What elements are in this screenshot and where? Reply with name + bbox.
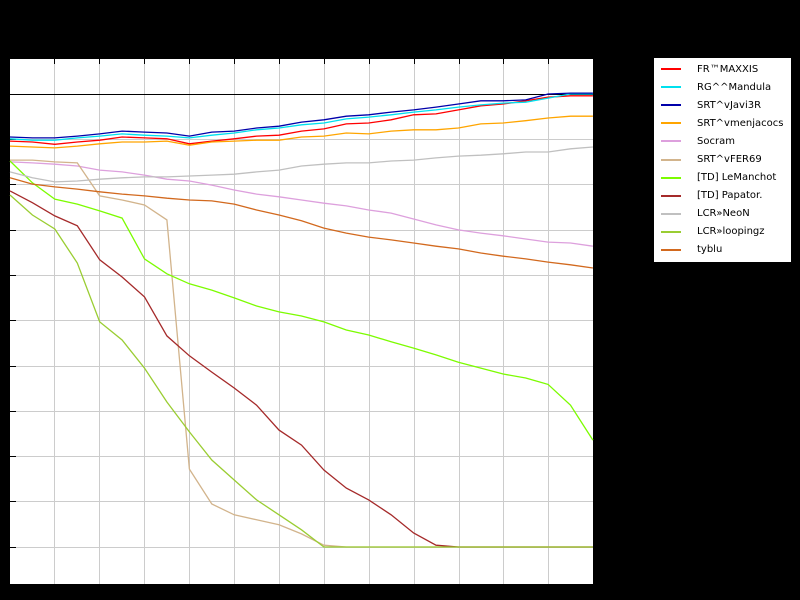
legend-swatch (661, 176, 681, 179)
legend-swatch (661, 122, 681, 125)
legend-label: SRT^vJavi3R (697, 99, 762, 111)
legend-swatch (661, 104, 681, 107)
legend-item: LCR»NeoN (654, 205, 791, 223)
legend-item: [TD] LeManchot (654, 169, 791, 187)
legend-label: Socram (697, 135, 735, 147)
legend-swatch (661, 158, 681, 161)
legend-label: [TD] Papator. (697, 190, 763, 202)
legend-item: Socram (654, 132, 791, 150)
legend-swatch (661, 230, 681, 233)
legend-item: FR™MAXXIS (654, 60, 791, 78)
gridlines (10, 59, 593, 584)
series-line (9, 95, 593, 145)
legend-swatch (661, 140, 681, 143)
legend-item: SRT^vFER69 (654, 150, 791, 168)
legend-item: LCR»loopingz (654, 223, 791, 241)
legend-label: LCR»loopingz (697, 226, 765, 238)
legend-label: SRT^vFER69 (697, 154, 762, 166)
series-line (9, 161, 593, 247)
series-lines (9, 92, 594, 548)
legend-item: SRT^vmenjacocs (654, 114, 791, 132)
series-line (9, 115, 593, 149)
series-line (9, 92, 593, 139)
legend-label: FR™MAXXIS (697, 63, 759, 75)
legend-swatch (661, 248, 681, 251)
series-line (9, 177, 593, 269)
legend-swatch (661, 194, 681, 197)
series-line (9, 160, 594, 441)
legend-swatch (661, 212, 681, 215)
legend-label: RG^^Mandula (697, 81, 772, 93)
legend-swatch (661, 86, 681, 89)
legend-item: RG^^Mandula (654, 78, 791, 96)
series-line (9, 146, 593, 183)
series-line (9, 93, 593, 141)
legend-item: [TD] Papator. (654, 187, 791, 205)
plot-area (10, 59, 593, 584)
legend-item: SRT^vJavi3R (654, 96, 791, 114)
series-line (9, 194, 593, 548)
legend-label: [TD] LeManchot (697, 172, 777, 184)
legend-item: tyblu (654, 241, 791, 259)
legend-label: LCR»NeoN (697, 208, 750, 220)
legend-label: SRT^vmenjacocs (697, 117, 784, 129)
legend: FR™MAXXIS RG^^Mandula SRT^vJavi3R SRT^vm… (654, 58, 791, 262)
legend-label: tyblu (697, 244, 723, 256)
legend-swatch (661, 68, 681, 71)
